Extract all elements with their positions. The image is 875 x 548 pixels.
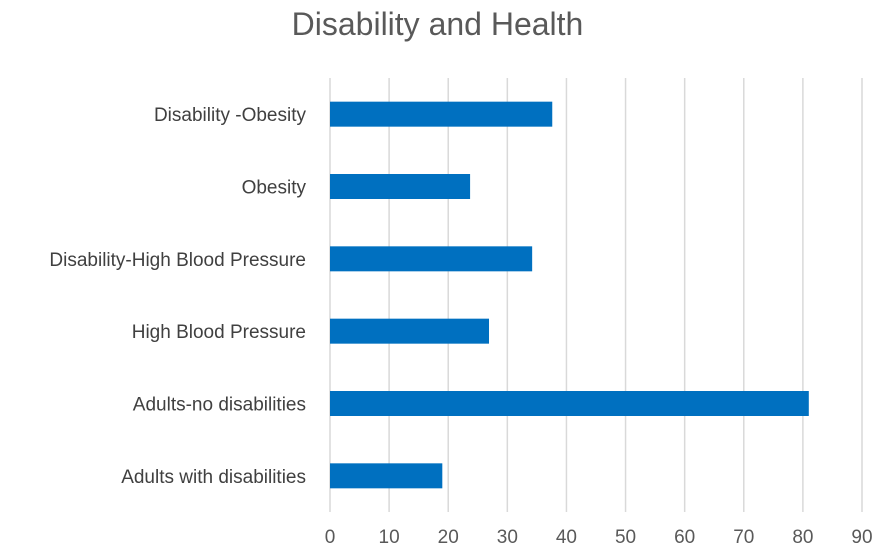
category-label: Adults with disabilities — [121, 467, 306, 488]
x-tick-label: 0 — [325, 527, 336, 548]
x-tick-label: 40 — [556, 527, 577, 548]
bar — [330, 101, 553, 127]
category-label: Obesity — [242, 178, 307, 199]
x-tick-label: 20 — [438, 527, 459, 548]
x-tick-labels: 0 10 20 30 40 50 60 70 80 90 — [325, 527, 873, 548]
bar — [330, 246, 533, 272]
x-tick-label: 90 — [851, 527, 872, 548]
x-tick-label: 10 — [379, 527, 400, 548]
bars — [330, 101, 809, 489]
category-label: Disability -Obesity — [154, 105, 307, 126]
x-tick-label: 30 — [497, 527, 518, 548]
category-label: Disability-High Blood Pressure — [49, 250, 306, 271]
grid-lines — [329, 78, 863, 512]
x-tick-label: 50 — [615, 527, 636, 548]
bar — [330, 391, 809, 416]
category-labels: Disability -Obesity Obesity Disability-Hig… — [49, 105, 306, 488]
chart-title: Disability and Health — [291, 6, 584, 42]
category-label: Adults-no disabilities — [133, 395, 306, 416]
category-label: High Blood Pressure — [132, 322, 306, 343]
bar — [330, 463, 443, 489]
x-tick-label: 70 — [733, 527, 754, 548]
bar — [330, 318, 490, 344]
x-tick-label: 80 — [792, 527, 813, 548]
x-tick-label: 60 — [674, 527, 695, 548]
bar — [330, 174, 471, 199]
